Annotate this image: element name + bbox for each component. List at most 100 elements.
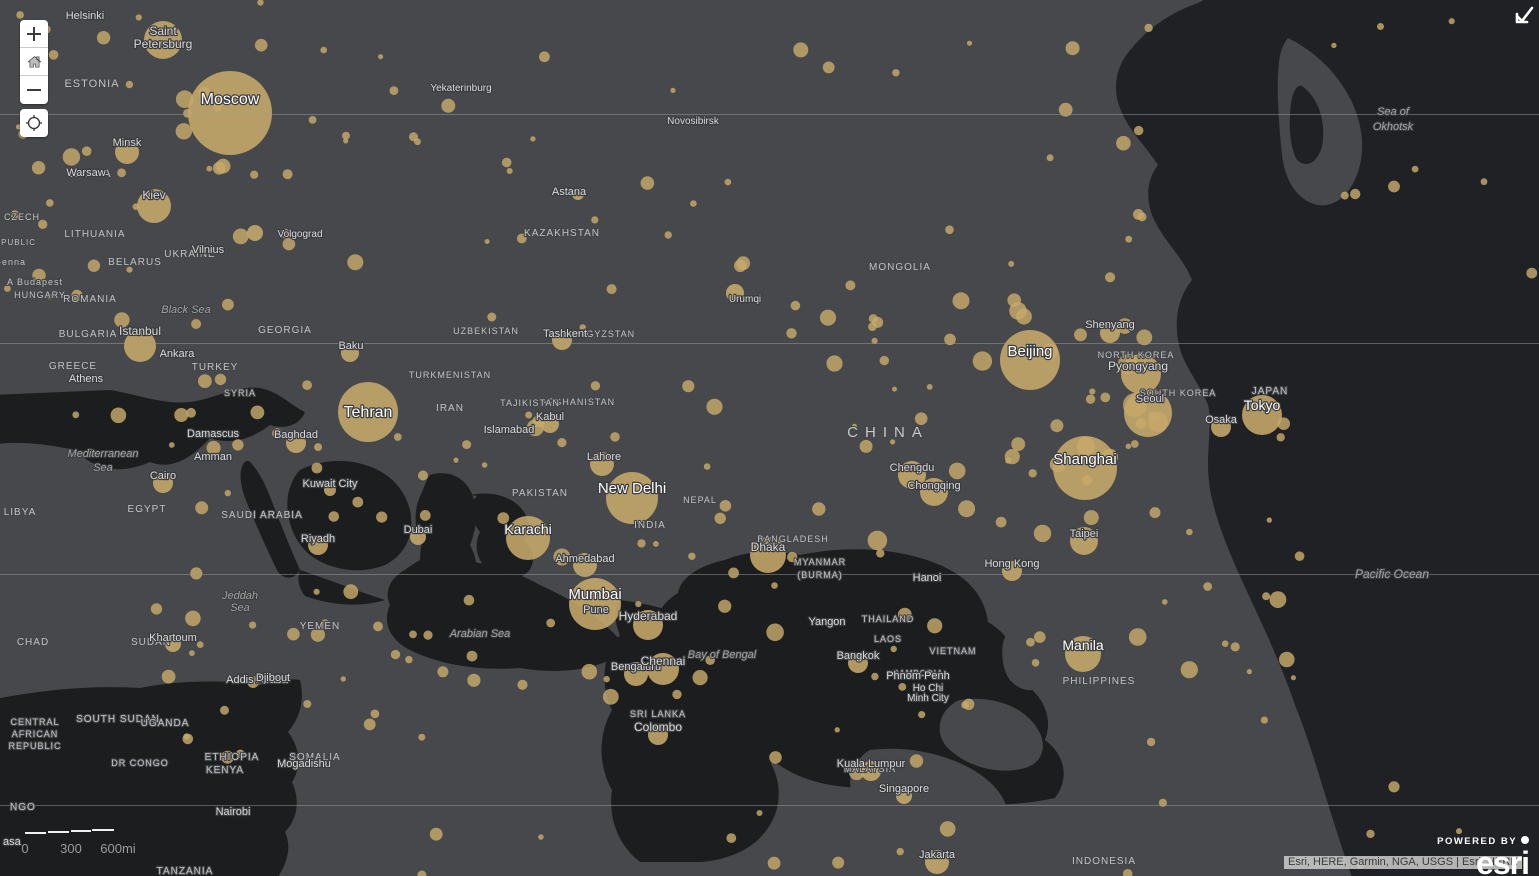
svg-text:KAZAKHSTAN: KAZAKHSTAN: [524, 228, 600, 239]
svg-text:NEPAL: NEPAL: [683, 495, 717, 505]
svg-text:THAILAND: THAILAND: [862, 614, 915, 624]
svg-text:Saint: Saint: [149, 24, 177, 38]
svg-text:Kuwait City: Kuwait City: [302, 478, 358, 490]
svg-text:Astana: Astana: [552, 186, 587, 198]
svg-text:Jakarta: Jakarta: [919, 849, 956, 861]
svg-text:Mogadishu: Mogadishu: [277, 758, 331, 770]
svg-text:Arabian Sea: Arabian Sea: [449, 628, 511, 640]
svg-text:Athens: Athens: [69, 373, 104, 385]
svg-text:Beijing: Beijing: [1007, 343, 1052, 360]
svg-text:Chengdu: Chengdu: [890, 462, 935, 474]
svg-text:LAOS: LAOS: [874, 634, 902, 644]
svg-text:CHINA: CHINA: [847, 424, 929, 441]
svg-text:Seoul: Seoul: [1136, 393, 1164, 405]
svg-text:Islamabad: Islamabad: [484, 424, 535, 436]
svg-text:VIETNAM: VIETNAM: [929, 646, 976, 656]
svg-text:Hyderabad: Hyderabad: [619, 609, 678, 623]
svg-text:KENYA: KENYA: [206, 765, 244, 776]
svg-text:Pune: Pune: [583, 604, 609, 616]
svg-text:HUNGARY: HUNGARY: [14, 290, 66, 300]
svg-text:Black Sea: Black Sea: [161, 304, 211, 316]
svg-text:INDONESIA: INDONESIA: [1072, 856, 1136, 867]
svg-text:ETHIOPIA: ETHIOPIA: [205, 752, 260, 763]
svg-text:Khartoum: Khartoum: [149, 632, 197, 644]
svg-text:CZECH: CZECH: [4, 212, 40, 222]
svg-text:PAKISTAN: PAKISTAN: [512, 488, 568, 499]
svg-text:Damascus: Damascus: [187, 428, 239, 440]
svg-text:Hanoi: Hanoi: [913, 572, 942, 584]
svg-text:REPUBLIC: REPUBLIC: [0, 238, 36, 247]
svg-text:SYRIA: SYRIA: [224, 388, 256, 398]
svg-text:IRAN: IRAN: [436, 403, 464, 414]
svg-text:Yekaterinburg: Yekaterinburg: [430, 83, 491, 94]
svg-text:Pyongyang: Pyongyang: [1108, 359, 1168, 373]
svg-text:A Budapest: A Budapest: [7, 277, 63, 287]
svg-text:Kuala Lumpur: Kuala Lumpur: [837, 758, 906, 770]
svg-text:Dubai: Dubai: [404, 524, 433, 536]
svg-text:GEORGIA: GEORGIA: [258, 325, 312, 336]
svg-text:Volgograd: Volgograd: [277, 229, 322, 240]
svg-text:Kabul: Kabul: [536, 411, 564, 423]
svg-text:Minh City: Minh City: [907, 693, 949, 704]
svg-text:BULGARIA: BULGARIA: [59, 329, 118, 340]
svg-text:New Delhi: New Delhi: [598, 480, 666, 497]
svg-text:Shanghai: Shanghai: [1053, 451, 1116, 468]
svg-text:Novosibirsk: Novosibirsk: [667, 116, 720, 127]
svg-text:Baghdad: Baghdad: [274, 429, 318, 441]
svg-text:Helsinki: Helsinki: [66, 10, 105, 22]
svg-text:Manila: Manila: [1062, 637, 1103, 653]
svg-text:UZBEKISTAN: UZBEKISTAN: [453, 326, 519, 336]
svg-text:BELARUS: BELARUS: [108, 257, 162, 268]
svg-text:Riyadh: Riyadh: [301, 533, 335, 545]
svg-text:TURKEY: TURKEY: [192, 362, 239, 373]
svg-text:Singapore: Singapore: [879, 783, 929, 795]
svg-text:Chongqing: Chongqing: [907, 480, 960, 492]
svg-text:Dhaka: Dhaka: [751, 540, 786, 554]
svg-text:Jeddah: Jeddah: [221, 590, 258, 602]
svg-text:Yangon: Yangon: [808, 616, 845, 628]
svg-text:ESTONIA: ESTONIA: [64, 78, 119, 90]
svg-text:Bangkok: Bangkok: [837, 650, 880, 662]
svg-text:INDIA: INDIA: [634, 520, 666, 531]
svg-text:ROMANIA: ROMANIA: [63, 294, 117, 305]
svg-text:Baku: Baku: [338, 340, 363, 352]
svg-text:YEMEN: YEMEN: [300, 621, 341, 632]
svg-text:CHAD: CHAD: [17, 637, 49, 648]
svg-text:Pacific Ocean: Pacific Ocean: [1355, 567, 1429, 581]
svg-text:Phnom Penh: Phnom Penh: [886, 670, 950, 682]
svg-text:Okhotsk: Okhotsk: [1373, 121, 1414, 133]
svg-text:Ankara: Ankara: [160, 348, 196, 360]
svg-text:Shenyang: Shenyang: [1085, 319, 1135, 331]
svg-text:Chennai: Chennai: [641, 654, 686, 668]
svg-text:Amman: Amman: [194, 451, 232, 463]
svg-text:Mediterranean: Mediterranean: [68, 448, 139, 460]
svg-text:Sea: Sea: [93, 462, 113, 474]
svg-text:GREECE: GREECE: [49, 361, 97, 372]
svg-text:Lahore: Lahore: [587, 451, 621, 463]
svg-text:Bay of Bengal: Bay of Bengal: [688, 649, 757, 661]
svg-text:Vilnius: Vilnius: [192, 244, 225, 256]
svg-text:Kiev: Kiev: [142, 188, 165, 202]
svg-text:UGANDA: UGANDA: [141, 718, 190, 729]
svg-text:TURKMENISTAN: TURKMENISTAN: [409, 370, 491, 380]
svg-text:REPUBLIC: REPUBLIC: [8, 741, 61, 751]
svg-text:Sea of: Sea of: [1377, 106, 1410, 118]
svg-text:Warsaw: Warsaw: [66, 167, 105, 179]
svg-text:JAPAN: JAPAN: [1252, 386, 1289, 397]
svg-text:Urumqi: Urumqi: [729, 294, 761, 305]
svg-text:TAJIKISTAN: TAJIKISTAN: [500, 398, 560, 408]
svg-text:MYANMAR: MYANMAR: [794, 557, 846, 567]
svg-text:Hong Kong: Hong Kong: [984, 558, 1039, 570]
svg-text:Mumbai: Mumbai: [568, 586, 621, 603]
svg-text:NGO: NGO: [10, 802, 36, 813]
svg-text:Istanbul: Istanbul: [119, 324, 161, 338]
svg-text:SAUDI ARABIA: SAUDI ARABIA: [221, 510, 302, 521]
svg-text:Nairobi: Nairobi: [216, 806, 251, 818]
svg-text:Djibout: Djibout: [256, 672, 290, 684]
svg-text:EGYPT: EGYPT: [128, 504, 167, 515]
svg-text:TANZANIA: TANZANIA: [157, 866, 214, 876]
svg-text:PHILIPPINES: PHILIPPINES: [1063, 676, 1136, 687]
svg-text:Minsk: Minsk: [113, 137, 142, 149]
svg-text:MONGOLIA: MONGOLIA: [869, 262, 931, 273]
svg-text:DR CONGO: DR CONGO: [111, 758, 169, 768]
